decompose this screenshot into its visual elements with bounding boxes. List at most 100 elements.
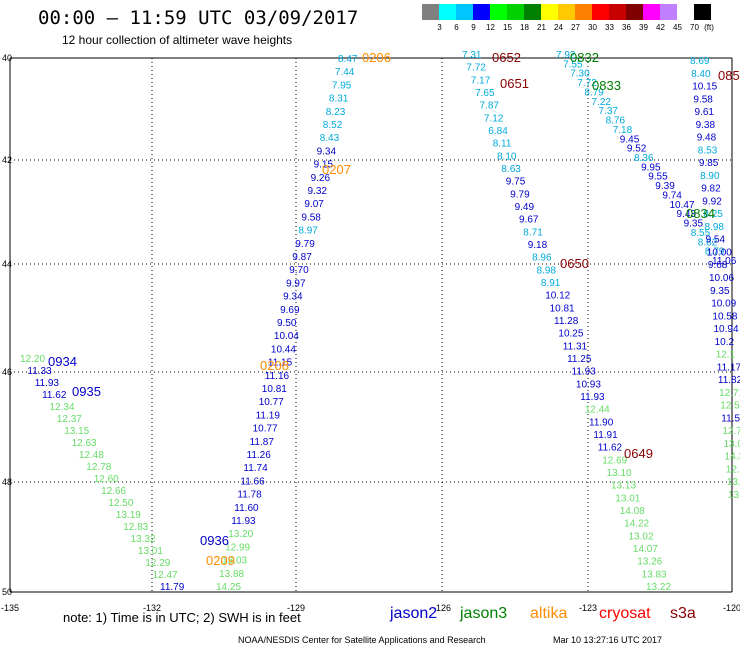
latitude-tick-label: 40 (2, 53, 12, 63)
satellite-label: s3a (670, 605, 696, 622)
wave-height-value: 8.23 (326, 107, 346, 118)
altimeter-tracks: 8.47 7.44 7.95 8.31 8.23 8.52 8.43 9.34 9.15 9.26… (20, 50, 740, 593)
pass-time-label: 0935 (72, 384, 101, 399)
wave-height-value: 12.71 (719, 388, 740, 399)
wave-height-value: 13.19 (116, 510, 141, 521)
wave-height-value: 10.94 (714, 324, 739, 335)
wave-height-value: 12.78 (86, 462, 111, 473)
wave-height-value: 9.69 (280, 305, 300, 316)
wave-height-value: 8.25 (703, 209, 723, 220)
wave-height-value: 8.71 (523, 227, 543, 238)
wave-height-value: 6.84 (488, 126, 508, 137)
wave-height-value: 12.55 (720, 401, 740, 412)
legend-label: 21 (537, 23, 546, 32)
wave-height-value: 9.67 (519, 215, 539, 226)
wave-height-value: 10.44 (271, 344, 296, 355)
wave-height-value: 10.77 (253, 424, 278, 435)
longitude-tick-label: -120 (723, 603, 740, 613)
wave-height-value: 10.58 (712, 311, 737, 322)
wave-height-value: 10.06 (709, 273, 734, 284)
wave-height-value: 14.3 (725, 452, 740, 463)
pass-time-label: 0832 (570, 50, 599, 65)
page-title: 00:00 – 11:59 UTC 03/09/2017 (38, 7, 359, 29)
wave-height-value: 9.79 (510, 189, 530, 200)
legend-label: 18 (520, 23, 529, 32)
pass-time-label: 0934 (48, 354, 77, 369)
legend-swatch (677, 4, 694, 20)
satellite-label: jason3 (460, 605, 508, 622)
pass-time-label: 0834 (686, 206, 715, 221)
wave-height-value: 11.15 (268, 358, 293, 369)
wave-height-value: 11.62 (42, 390, 67, 401)
wave-height-value: 11.74 (243, 463, 268, 474)
legend-swatch (609, 4, 626, 20)
wave-height-value: 13.0 (727, 477, 740, 488)
wave-height-value: 11.16 (265, 371, 290, 382)
wave-height-value: 8.79 (584, 88, 604, 99)
wave-height-value: 9.32 (308, 186, 328, 197)
wave-height-value: 11.19 (256, 410, 281, 421)
footer-note: note: 1) Time is in UTC; 2) SWH is in fe… (63, 610, 301, 625)
wave-height-value: 9.43 (677, 209, 697, 220)
wave-height-value: 13.83 (642, 569, 667, 580)
wave-height-value: 13.0 (724, 439, 740, 450)
wave-height-value: 11.78 (237, 490, 262, 501)
wave-height-value: 9.34 (317, 146, 337, 157)
wave-height-value: 12.63 (72, 438, 97, 449)
wave-height-value: 12.20 (20, 354, 45, 365)
wave-height-value: 13.20 (228, 529, 253, 540)
legend-swatch (456, 4, 473, 20)
wave-height-value: 8.10 (497, 151, 517, 162)
wave-height-value: 9.58 (693, 94, 713, 105)
wave-height-value: 9.39 (655, 181, 675, 192)
legend-label: 15 (503, 23, 512, 32)
map-grid (9, 57, 733, 593)
wave-height-value: 8.31 (329, 94, 349, 105)
wave-height-value: 7.22 (592, 97, 612, 108)
wave-height-value: 13.22 (646, 582, 671, 593)
wave-height-value: 10.93 (576, 379, 601, 390)
legend-unit: (ft) (704, 23, 714, 32)
wave-height-value: 9.87 (292, 252, 312, 263)
wave-height-value: 12.66 (101, 486, 126, 497)
wave-height-value: 7.55 (563, 59, 583, 70)
wave-height-value: 9.34 (283, 292, 303, 303)
latitude-tick-label: 46 (2, 367, 12, 377)
wave-height-value: 7.72 (577, 78, 597, 89)
wave-height-value: 10.15 (692, 82, 717, 93)
wave-height-value: 8.47 (338, 54, 358, 65)
wave-height-value: 7.87 (480, 101, 500, 112)
wave-height-value: 7.31 (462, 50, 482, 61)
wave-height-value: 12.29 (145, 558, 170, 569)
pass-time-label: 0649 (624, 446, 653, 461)
legend-swatch (694, 4, 711, 20)
pass-time-label: 0208 (260, 358, 289, 373)
wave-height-value: 11.93 (231, 516, 256, 527)
longitude-tick-label: -123 (579, 603, 597, 613)
wave-height-value: 7.72 (466, 63, 486, 74)
wave-height-value: 9.97 (286, 278, 306, 289)
map-tick-labels: -135 -132 -129 -126 -123 -120 40 42 44 46 48 50 (1, 53, 740, 613)
wave-height-value: 8.11 (493, 139, 512, 150)
wave-height-value: 8.63 (501, 164, 521, 175)
pass-time-label: 0206 (362, 50, 391, 65)
wave-height-value: 8.97 (298, 226, 318, 237)
wave-height-value: 8.90 (700, 171, 720, 182)
legend-label: 6 (454, 23, 459, 32)
wave-height-value: 10.81 (262, 384, 287, 395)
wave-height-value: 13.02 (629, 531, 654, 542)
wave-height-value: 8.82 (698, 237, 718, 248)
legend-swatch (490, 4, 507, 20)
wave-height-value: 14.25 (216, 582, 241, 593)
wave-height-value: 7.92 (556, 50, 576, 61)
wave-height-value: 13.0 (728, 490, 740, 501)
legend-label: 42 (656, 23, 665, 32)
pass-time-label: 0650 (560, 256, 589, 271)
latitude-tick-label: 50 (2, 587, 12, 597)
wave-height-value: 11.60 (234, 503, 259, 514)
wave-height-value: 9.68 (708, 260, 728, 271)
wave-height-value: 13.26 (637, 557, 662, 568)
wave-height-value: 9.15 (314, 160, 334, 171)
wave-height-value: 11.62 (598, 443, 623, 454)
wave-height-value: 9.35 (684, 219, 704, 230)
